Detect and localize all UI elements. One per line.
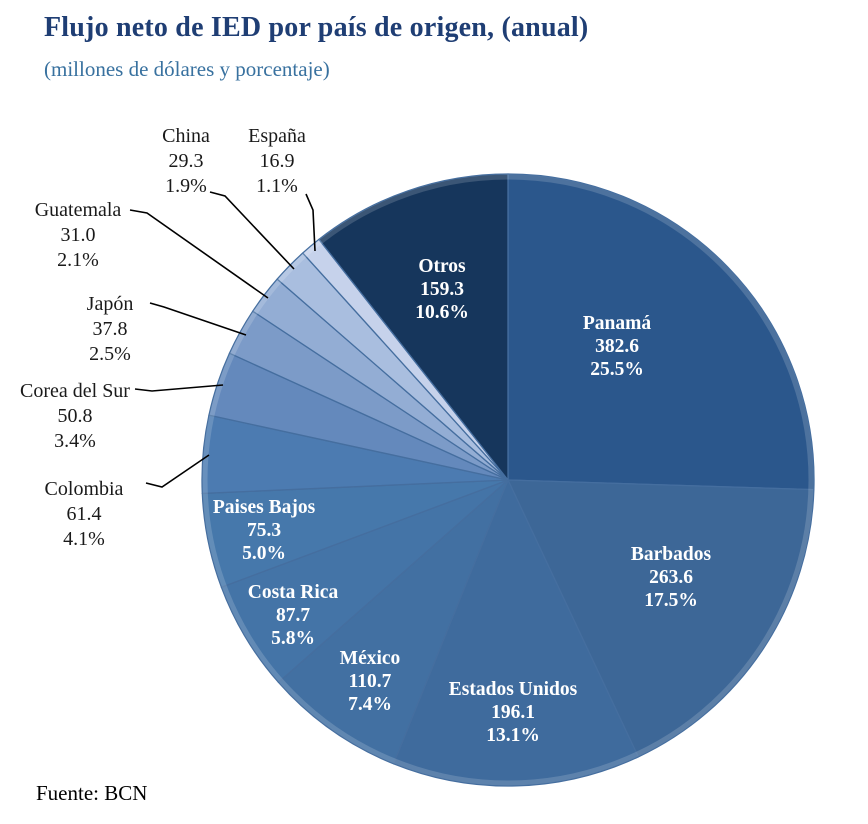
slice-label-barbados: Barbados 263.6 17.5% — [631, 544, 712, 611]
slice-label-costa-rica: Costa Rica 87.7 5.8% — [248, 582, 339, 649]
source-note: Fuente: BCN — [36, 781, 148, 805]
pie-slice-panama — [507, 173, 815, 491]
pie-slice-estados-unidos — [392, 479, 639, 787]
slice-label-mexico: México 110.7 7.4% — [340, 648, 401, 715]
leader-line-guatemala — [129, 209, 269, 299]
slice-label-otros: Otros 159.3 10.6% — [415, 256, 469, 323]
leader-line-colombia — [145, 454, 210, 488]
slice-label-estados-unidos: Estados Unidos 196.1 13.1% — [449, 679, 578, 746]
pie-slice-otros — [318, 173, 509, 481]
pie-slice-mexico — [277, 479, 509, 765]
callout-label-espana: España 16.9 1.1% — [248, 125, 306, 197]
leader-line-corea-del-sur — [134, 384, 224, 392]
leader-line-espana — [305, 193, 316, 252]
pie-slice-barbados — [507, 479, 815, 758]
callout-label-corea-del-sur: Corea del Sur 50.8 3.4% — [20, 380, 130, 452]
chart-subtitle: (millones de dólares y porcentaje) — [44, 57, 330, 81]
pie-rim-highlight — [202, 174, 814, 786]
leader-line-china — [209, 191, 295, 270]
callout-label-colombia: Colombia 61.4 4.1% — [45, 478, 124, 550]
callout-label-japon: Japón 37.8 2.5% — [87, 293, 134, 365]
callout-label-guatemala: Guatemala 31.0 2.1% — [35, 199, 122, 271]
slice-label-panama: Panamá 382.6 25.5% — [583, 313, 652, 380]
leader-line-japon — [149, 302, 247, 336]
callout-label-china: China 29.3 1.9% — [162, 125, 210, 197]
chart-title: Flujo neto de IED por país de origen, (a… — [44, 12, 589, 43]
slice-label-paises-bajos: Paises Bajos 75.3 5.0% — [213, 497, 316, 564]
